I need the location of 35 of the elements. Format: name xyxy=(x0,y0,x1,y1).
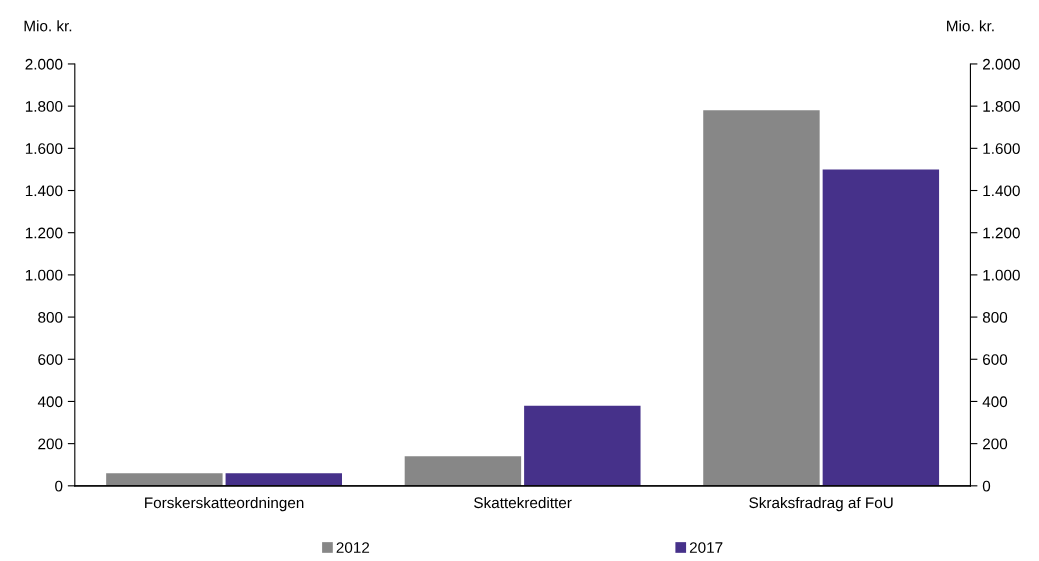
y-tick-label: 400 xyxy=(37,396,63,408)
y2-tick-label: 800 xyxy=(982,311,1008,323)
y2-tick-label: 1.400 xyxy=(983,185,1020,197)
bar xyxy=(404,456,522,486)
y2-tick-label: 2.000 xyxy=(983,58,1020,70)
x-tick-label: Skattekreditter xyxy=(474,496,572,509)
y-tick-label: 1.800 xyxy=(25,101,63,112)
bar xyxy=(524,405,641,486)
y2-tick-label: 1.000 xyxy=(983,269,1020,281)
bar xyxy=(225,473,342,486)
legend-label: 2017 xyxy=(689,542,723,553)
y-tick-label: 1.200 xyxy=(25,227,63,239)
y2-tick-label: 0 xyxy=(982,480,991,492)
y-tick-label: 1.000 xyxy=(25,269,63,281)
legend-label: 2012 xyxy=(336,542,370,553)
x-tick-label: Forskerskatteordningen xyxy=(145,496,304,512)
y-tick-label: 600 xyxy=(38,354,63,365)
y-tick-label: 200 xyxy=(38,438,63,450)
bar xyxy=(822,169,940,486)
y-tick-label: 1.600 xyxy=(25,143,63,155)
y2-tick-label: 200 xyxy=(983,438,1008,450)
y2-tick-label: 1.600 xyxy=(983,143,1020,155)
x-tick-label: Skraksfradrag af FoU xyxy=(749,496,893,512)
y-axis-title: Mio. kr. xyxy=(24,20,72,32)
y2-tick-label: 600 xyxy=(983,354,1008,365)
y2-tick-label: 1.200 xyxy=(983,227,1020,239)
y-tick-label: 0 xyxy=(55,480,63,492)
bar xyxy=(703,110,820,486)
y2-tick-label: 400 xyxy=(982,396,1008,408)
y-tick-label: 1.400 xyxy=(25,185,63,197)
y2-axis-title: Mio. kr. xyxy=(947,20,994,32)
y2-tick-label: 1.800 xyxy=(983,101,1020,112)
bar xyxy=(106,473,223,486)
y-tick-label: 2.000 xyxy=(25,58,63,70)
y-tick-label: 800 xyxy=(38,311,63,323)
